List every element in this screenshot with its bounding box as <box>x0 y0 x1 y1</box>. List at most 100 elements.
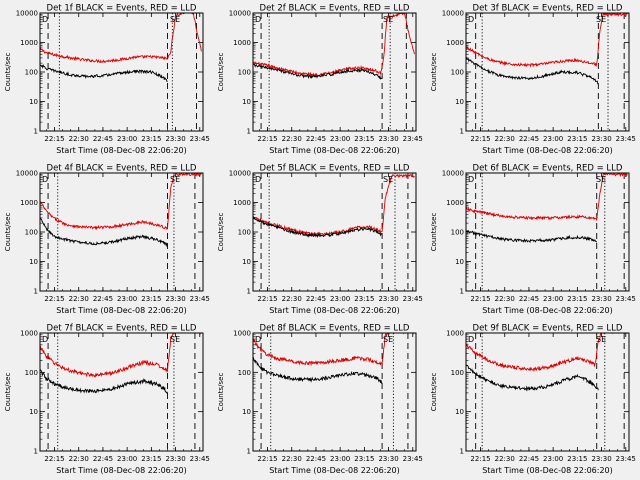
y-tick-label: 1 <box>460 288 464 296</box>
chart-title: Det 2f BLACK = Events, RED = LLD <box>260 4 410 14</box>
x-tick-label: 22:45 <box>306 455 326 463</box>
y-axis-label: Counts/sec <box>430 213 438 252</box>
corner-label-left: D <box>468 15 474 24</box>
y-tick-label: 1 <box>34 128 38 136</box>
x-tick-label: 23:00 <box>330 455 350 463</box>
x-tick-label: 22:15 <box>44 455 64 463</box>
x-tick-label: 22:45 <box>93 295 113 303</box>
x-tick-label: 22:45 <box>519 135 539 143</box>
corner-label-right: SE <box>170 15 180 24</box>
y-tick-label: 1 <box>34 288 38 296</box>
y-axis-label: Counts/sec <box>217 213 225 252</box>
corner-label-left: D <box>468 175 474 184</box>
corner-label-right: SE <box>596 175 606 184</box>
y-tick-label: 100 <box>25 369 38 377</box>
corner-label-left: D <box>255 175 261 184</box>
y-tick-label: 1000 <box>446 330 464 338</box>
corner-label-left: D <box>42 175 48 184</box>
plot-frame <box>465 12 630 132</box>
chart-title: Det 5f BLACK = Events, RED = LLD <box>260 164 410 174</box>
series-line-events <box>40 369 168 395</box>
y-tick-label: 10 <box>242 258 251 266</box>
chart-panel-7f: Det 7f BLACK = Events, RED = LLD Counts/s… <box>4 324 210 476</box>
y-tick-label: 1000 <box>20 330 38 338</box>
plot-frame <box>465 172 630 292</box>
x-tick-label: 22:30 <box>282 295 302 303</box>
x-tick-label: 23:15 <box>141 135 161 143</box>
x-tick-label: 22:45 <box>93 135 113 143</box>
x-axis-label: Start Time (08-Dec-08 22:06:20) <box>482 146 613 155</box>
y-tick-label: 100 <box>25 69 38 77</box>
y-axis-label: Counts/sec <box>430 373 438 412</box>
series-line-events <box>466 56 599 85</box>
y-tick-label: 10 <box>455 98 464 106</box>
y-tick-label: 10000 <box>229 170 251 178</box>
y-tick-label: 1 <box>34 448 38 456</box>
y-tick-label: 10000 <box>442 10 464 18</box>
x-tick-label: 23:15 <box>141 295 161 303</box>
y-tick-label: 1 <box>460 128 464 136</box>
y-tick-label: 100 <box>451 229 464 237</box>
y-axis-label: Counts/sec <box>217 373 225 412</box>
x-tick-label: 22:30 <box>495 135 515 143</box>
y-tick-label: 10000 <box>442 170 464 178</box>
x-tick-label: 23:30 <box>591 135 611 143</box>
x-tick-label: 23:30 <box>591 455 611 463</box>
x-axis-label: Start Time (08-Dec-08 22:06:20) <box>56 306 187 315</box>
x-tick-label: 23:00 <box>330 135 350 143</box>
x-axis-label: Start Time (08-Dec-08 22:06:20) <box>269 146 400 155</box>
corner-label-right: SE <box>383 15 393 24</box>
x-tick-label: 22:45 <box>306 295 326 303</box>
x-axis-label: Start Time (08-Dec-08 22:06:20) <box>482 466 613 475</box>
y-axis-label: Counts/sec <box>430 53 438 92</box>
y-tick-label: 100 <box>451 69 464 77</box>
x-tick-label: 23:00 <box>543 135 563 143</box>
x-axis-label: Start Time (08-Dec-08 22:06:20) <box>56 466 187 475</box>
y-tick-label: 1000 <box>20 199 38 207</box>
x-tick-label: 23:45 <box>190 455 210 463</box>
chart-title: Det 6f BLACK = Events, RED = LLD <box>473 164 623 174</box>
corner-label-left: D <box>42 15 48 24</box>
x-tick-label: 23:45 <box>190 295 210 303</box>
series-line-events <box>466 229 598 244</box>
x-tick-label: 23:15 <box>354 455 374 463</box>
x-tick-label: 23:45 <box>190 135 210 143</box>
plot-frame <box>39 332 204 452</box>
x-tick-label: 22:30 <box>69 295 89 303</box>
plot-frame <box>39 12 204 132</box>
series-line-lld <box>40 13 202 64</box>
x-tick-label: 23:45 <box>403 455 423 463</box>
x-tick-label: 23:15 <box>567 135 587 143</box>
chart-panel-6f: Det 6f BLACK = Events, RED = LLD Counts/s… <box>430 164 636 316</box>
y-tick-label: 100 <box>25 229 38 237</box>
x-tick-label: 22:15 <box>44 295 64 303</box>
corner-label-right: SE <box>170 175 180 184</box>
corner-label-right: SE <box>383 175 393 184</box>
y-tick-label: 1000 <box>20 39 38 47</box>
x-tick-label: 22:45 <box>519 455 539 463</box>
corner-label-left: D <box>42 335 48 344</box>
x-tick-label: 23:00 <box>117 295 137 303</box>
y-tick-label: 1000 <box>446 39 464 47</box>
x-tick-label: 22:30 <box>282 135 302 143</box>
x-tick-label: 23:00 <box>543 295 563 303</box>
series-line-lld <box>466 13 628 68</box>
y-tick-label: 1 <box>247 288 251 296</box>
x-axis-label: Start Time (08-Dec-08 22:06:20) <box>269 306 400 315</box>
x-tick-label: 23:45 <box>403 295 423 303</box>
x-tick-label: 22:15 <box>470 455 490 463</box>
x-tick-label: 22:30 <box>69 135 89 143</box>
x-tick-label: 22:45 <box>519 295 539 303</box>
chart-panel-9f: Det 9f BLACK = Events, RED = LLD Counts/s… <box>430 324 636 476</box>
x-tick-label: 22:15 <box>257 295 277 303</box>
x-tick-label: 22:30 <box>495 295 515 303</box>
series-line-lld <box>40 333 202 378</box>
x-axis-label: Start Time (08-Dec-08 22:06:20) <box>482 306 613 315</box>
corner-label-left: D <box>255 335 261 344</box>
series-line-events <box>253 63 383 80</box>
x-tick-label: 23:30 <box>165 455 185 463</box>
x-tick-label: 23:15 <box>354 295 374 303</box>
y-tick-label: 10 <box>242 408 251 416</box>
x-tick-label: 22:15 <box>44 135 64 143</box>
chart-panel-3f: Det 3f BLACK = Events, RED = LLD Counts/s… <box>430 4 636 156</box>
